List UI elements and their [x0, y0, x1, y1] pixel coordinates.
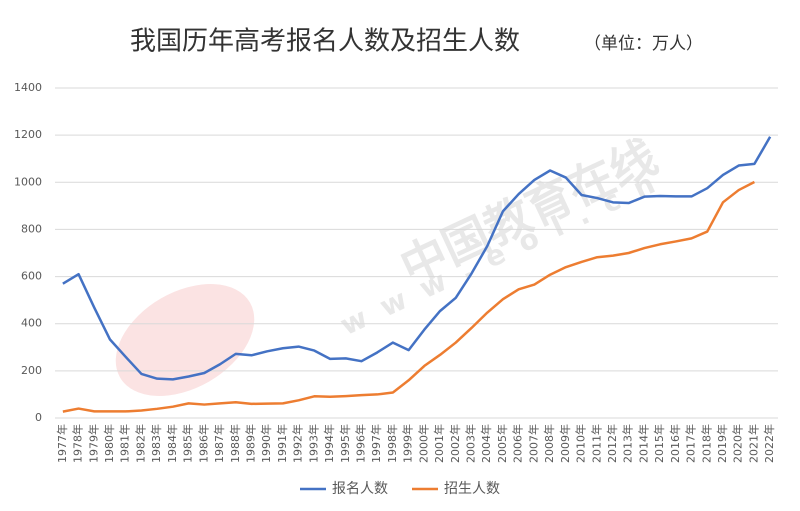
x-tick-label: 1991年 — [275, 424, 289, 463]
x-tick-label: 2015年 — [652, 424, 666, 463]
y-tick-label: 400 — [21, 317, 42, 330]
y-tick-label: 1000 — [14, 175, 42, 188]
x-tick-label: 2001年 — [432, 424, 446, 463]
watermark-url: w w w . e o l . c n — [335, 165, 663, 342]
x-tick-label: 2002年 — [448, 424, 462, 463]
y-tick-label: 800 — [21, 222, 42, 235]
x-tick-label: 2000年 — [416, 424, 430, 463]
x-tick-label: 1978年 — [71, 424, 85, 463]
watermark: 中国教育在线 w w w . e o l . c n — [115, 129, 665, 396]
x-tick-label: 2016年 — [668, 424, 682, 463]
x-tick-label: 1986年 — [196, 424, 210, 463]
x-tick-label: 1997年 — [369, 424, 383, 463]
x-tick-label: 1995年 — [338, 424, 352, 463]
x-tick-label: 2019年 — [715, 424, 729, 463]
x-tick-label: 2010年 — [574, 424, 588, 463]
x-tick-label: 1981年 — [118, 424, 132, 463]
x-tick-label: 2022年 — [762, 424, 776, 463]
legend-label: 报名人数 — [332, 481, 388, 497]
x-tick-label: 2008年 — [542, 424, 556, 463]
x-tick-label: 1996年 — [353, 424, 367, 463]
series-line — [62, 136, 772, 381]
x-tick-label: 1992年 — [291, 424, 305, 463]
chart-title: 我国历年高考报名人数及招生人数 — [130, 27, 520, 57]
x-tick-label: 2006年 — [511, 424, 525, 463]
x-tick-label: 2003年 — [464, 424, 478, 463]
chart-subtitle: （单位：万人） — [584, 34, 703, 54]
x-tick-label: 1988年 — [228, 424, 242, 463]
x-tick-label: 2020年 — [731, 424, 745, 463]
watermark-logo — [115, 284, 255, 396]
x-tick-label: 2009年 — [558, 424, 572, 463]
x-tick-label: 2013年 — [621, 424, 635, 463]
x-tick-label: 2005年 — [495, 424, 509, 463]
x-tick-label: 1979年 — [86, 424, 100, 463]
y-tick-label: 1200 — [14, 128, 42, 141]
x-tick-label: 2011年 — [589, 424, 603, 463]
x-tick-label: 1994年 — [322, 424, 336, 463]
x-tick-label: 1993年 — [306, 424, 320, 463]
x-tick-label: 2017年 — [684, 424, 698, 463]
y-tick-label: 200 — [21, 364, 42, 377]
x-tick-label: 1980年 — [102, 424, 116, 463]
x-tick-label: 2014年 — [636, 424, 650, 463]
x-tick-label: 1999年 — [401, 424, 415, 463]
x-tick-label: 1977年 — [55, 424, 69, 463]
x-tick-label: 1989年 — [243, 424, 257, 463]
y-tick-label: 1400 — [14, 81, 42, 94]
x-tick-label: 1985年 — [181, 424, 195, 463]
x-tick-label: 2012年 — [605, 424, 619, 463]
x-tick-label: 2004年 — [479, 424, 493, 463]
series-line — [62, 180, 755, 413]
x-tick-label: 2021年 — [746, 424, 760, 463]
x-tick-label: 1990年 — [259, 424, 273, 463]
x-tick-label: 1987年 — [212, 424, 226, 463]
x-tick-label: 1983年 — [149, 424, 163, 463]
legend-label: 招生人数 — [444, 481, 500, 497]
x-tick-label: 1998年 — [385, 424, 399, 463]
y-tick-label: 0 — [35, 411, 42, 424]
x-tick-label: 1984年 — [165, 424, 179, 463]
y-tick-label: 600 — [21, 270, 42, 283]
x-tick-label: 2007年 — [526, 424, 540, 463]
x-tick-label: 2018年 — [699, 424, 713, 463]
x-tick-label: 1982年 — [133, 424, 147, 463]
